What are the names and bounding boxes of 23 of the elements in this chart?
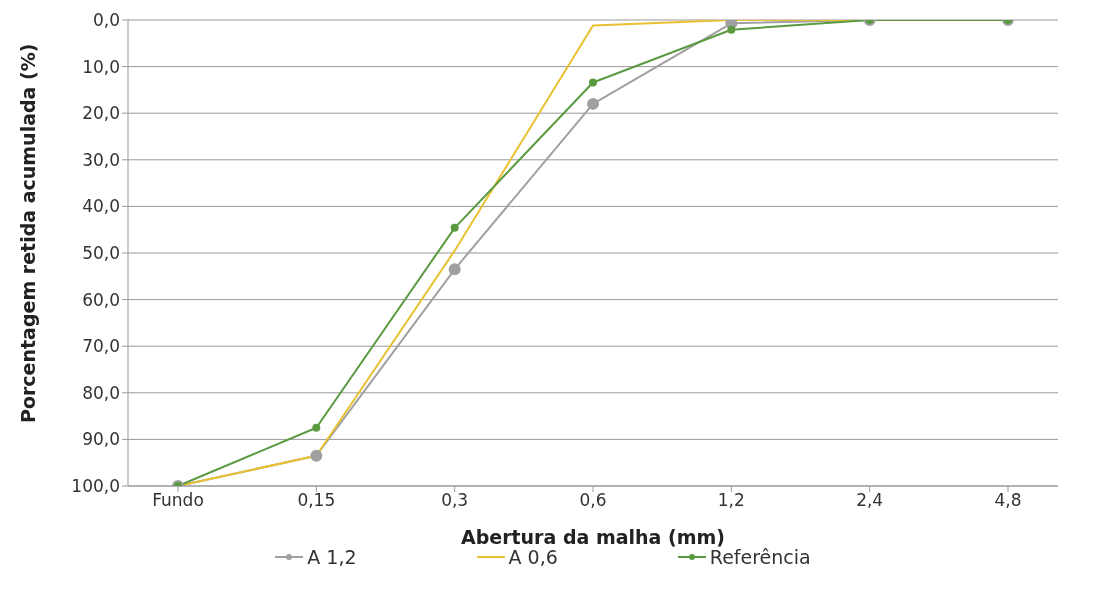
y-tick-label: 0,0 — [92, 10, 120, 31]
y-tick-label: 30,0 — [82, 149, 120, 170]
x-tick-label: 4,8 — [994, 490, 1022, 511]
x-tick-label: 0,6 — [579, 490, 607, 511]
legend-label: A 1,2 — [306, 546, 357, 568]
y-tick-label: 70,0 — [82, 336, 120, 357]
y-tick-label: 40,0 — [82, 196, 120, 217]
y-tick-label: 90,0 — [82, 429, 120, 450]
legend-label: A 0,6 — [507, 546, 558, 568]
x-tick-label: Fundo — [152, 490, 204, 511]
y-tick-label: 10,0 — [82, 56, 120, 77]
y-tick-label: 80,0 — [82, 382, 120, 403]
x-tick-label: 1,2 — [717, 490, 745, 511]
y-tick-label: 20,0 — [82, 103, 120, 124]
y-tick-label: 60,0 — [82, 289, 120, 310]
y-tick-label: 100,0 — [71, 476, 120, 497]
y-axis-title: Porcentagem retida acumulada (%) — [16, 43, 39, 423]
x-tick-label: 0,3 — [441, 490, 469, 511]
x-tick-label: 2,4 — [856, 490, 884, 511]
legend-label: Referência — [709, 546, 811, 568]
y-tick-label: 50,0 — [82, 243, 120, 264]
x-tick-label: 0,15 — [297, 490, 336, 511]
x-axis-title: Abertura da malha (mm) — [460, 526, 726, 548]
